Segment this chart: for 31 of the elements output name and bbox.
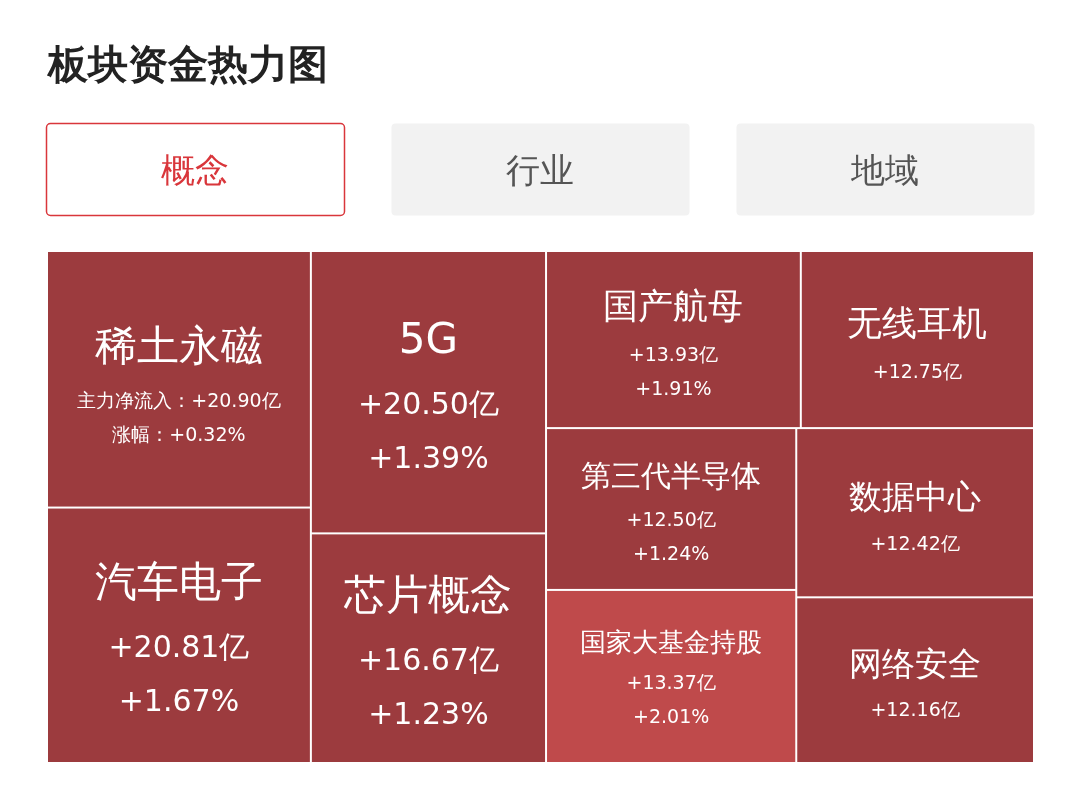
- text: 行业: [506, 150, 574, 190]
- category-label: 5G: [398, 314, 459, 364]
- category-label: 芯片概念: [343, 570, 513, 620]
- data-label: +12.42亿: [870, 531, 960, 554]
- data-label: +1.23%: [368, 695, 489, 731]
- category-label: 第三代半导体: [581, 457, 762, 493]
- data-label: +20.81亿: [108, 628, 250, 664]
- category-label: 汽车电子: [94, 557, 263, 607]
- category-label: 国产航母: [603, 284, 744, 326]
- data-label: +12.75亿: [872, 359, 963, 382]
- data-label: +16.67亿: [357, 641, 499, 677]
- data-label: +20.50亿: [357, 385, 499, 421]
- data-label: +1.67%: [118, 682, 240, 718]
- category-label: 稀土永磁: [94, 321, 263, 371]
- text: 地域: [850, 150, 919, 190]
- category-label: 数据中心: [849, 476, 982, 516]
- data-label: +2.01%: [633, 705, 710, 728]
- data-label: +1.39%: [368, 439, 489, 475]
- data-label: +13.93亿: [628, 342, 719, 365]
- category-label: 国家大基金持股: [580, 627, 763, 658]
- text: 板块资金热力图: [46, 41, 328, 87]
- category-label: 网络安全: [849, 644, 982, 683]
- data-label: +1.24%: [633, 541, 710, 564]
- data-label: +1.91%: [635, 377, 712, 400]
- data-label: +12.50亿: [626, 507, 716, 530]
- data-label: +13.37亿: [626, 671, 716, 694]
- data-label: 主力净流入：+20.90亿: [77, 388, 281, 411]
- data-label: +12.16亿: [870, 698, 960, 721]
- data-label: 涨幅：+0.32%: [112, 423, 246, 446]
- text: 概念: [161, 150, 229, 190]
- category-label: 无线耳机: [847, 302, 988, 344]
